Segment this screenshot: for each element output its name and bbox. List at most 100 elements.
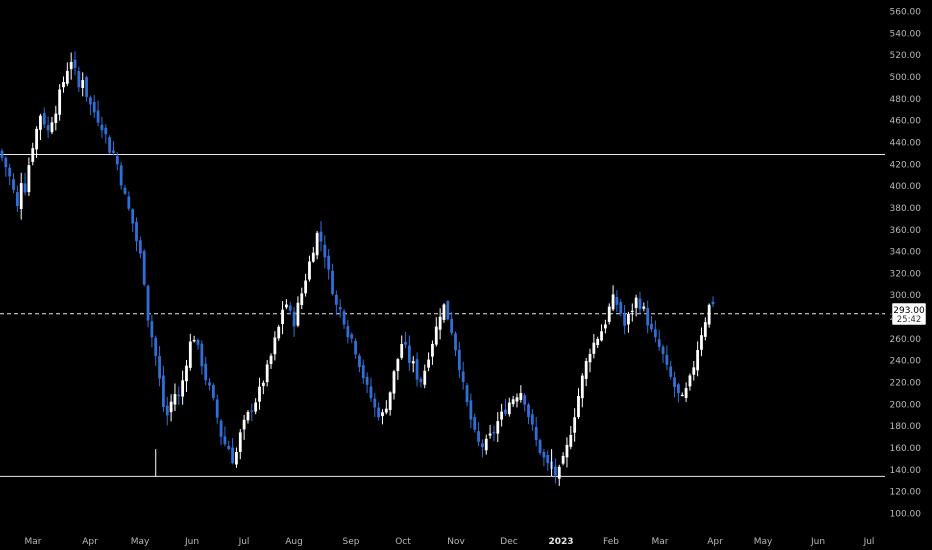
- candle[interactable]: [438, 308, 442, 340]
- candle[interactable]: [235, 447, 238, 468]
- candle[interactable]: [0, 148, 4, 162]
- candle[interactable]: [415, 352, 419, 387]
- candle[interactable]: [85, 75, 88, 102]
- candle[interactable]: [300, 287, 304, 310]
- candle[interactable]: [419, 376, 423, 388]
- candle[interactable]: [292, 307, 296, 338]
- candle[interactable]: [488, 424, 492, 439]
- candle[interactable]: [634, 294, 638, 317]
- candle[interactable]: [192, 335, 196, 343]
- candle[interactable]: [200, 340, 204, 375]
- candle[interactable]: [650, 315, 653, 332]
- candle[interactable]: [196, 338, 200, 350]
- candle[interactable]: [596, 336, 600, 348]
- candle[interactable]: [108, 135, 112, 154]
- candle[interactable]: [434, 317, 438, 347]
- candle[interactable]: [534, 416, 538, 447]
- candle[interactable]: [688, 373, 692, 391]
- candle[interactable]: [611, 285, 615, 312]
- candle[interactable]: [254, 398, 258, 415]
- candle[interactable]: [673, 371, 676, 398]
- candle[interactable]: [219, 419, 223, 446]
- candle[interactable]: [62, 76, 65, 93]
- candle[interactable]: [427, 352, 430, 372]
- candle[interactable]: [361, 359, 365, 385]
- candle[interactable]: [285, 299, 288, 310]
- candle[interactable]: [23, 172, 27, 196]
- candle[interactable]: [188, 333, 192, 371]
- candle[interactable]: [112, 141, 115, 156]
- candle[interactable]: [323, 235, 327, 269]
- candle[interactable]: [465, 382, 469, 407]
- candle[interactable]: [661, 344, 665, 363]
- candle[interactable]: [165, 396, 169, 426]
- candle[interactable]: [392, 369, 396, 400]
- candle[interactable]: [703, 317, 707, 341]
- candle[interactable]: [104, 124, 108, 144]
- candle[interactable]: [638, 291, 642, 314]
- candle[interactable]: [177, 386, 181, 405]
- candle[interactable]: [411, 356, 415, 373]
- candle[interactable]: [507, 397, 511, 417]
- candle[interactable]: [423, 364, 427, 389]
- candle[interactable]: [135, 217, 138, 252]
- candle[interactable]: [442, 303, 446, 323]
- candle[interactable]: [231, 438, 234, 465]
- candle[interactable]: [700, 327, 703, 357]
- candle[interactable]: [461, 361, 465, 390]
- candle[interactable]: [119, 161, 123, 190]
- candle[interactable]: [696, 341, 700, 377]
- candle[interactable]: [373, 393, 377, 418]
- candle[interactable]: [127, 191, 131, 211]
- candle[interactable]: [369, 377, 373, 402]
- candle[interactable]: [215, 394, 219, 424]
- candle[interactable]: [450, 311, 454, 336]
- candle[interactable]: [331, 263, 334, 296]
- candle[interactable]: [580, 373, 584, 408]
- candle[interactable]: [350, 332, 354, 344]
- candle[interactable]: [223, 426, 227, 447]
- candle[interactable]: [288, 302, 292, 315]
- candle[interactable]: [642, 302, 646, 312]
- candle[interactable]: [454, 331, 457, 357]
- candle[interactable]: [246, 410, 250, 424]
- candle[interactable]: [281, 301, 284, 335]
- candle[interactable]: [504, 398, 507, 416]
- candle[interactable]: [31, 142, 35, 166]
- candle[interactable]: [377, 402, 381, 421]
- candle[interactable]: [530, 409, 534, 431]
- candle[interactable]: [42, 107, 46, 128]
- candle[interactable]: [96, 100, 100, 127]
- candle[interactable]: [527, 402, 530, 425]
- candle[interactable]: [73, 51, 77, 76]
- candle[interactable]: [358, 353, 361, 373]
- candle[interactable]: [615, 290, 619, 313]
- candle[interactable]: [150, 314, 154, 348]
- candle[interactable]: [588, 348, 592, 373]
- candle[interactable]: [607, 303, 611, 325]
- candle[interactable]: [100, 116, 104, 139]
- candle[interactable]: [680, 392, 684, 397]
- candle[interactable]: [584, 357, 588, 387]
- candle[interactable]: [181, 370, 185, 405]
- candle[interactable]: [50, 116, 54, 135]
- candle[interactable]: [185, 359, 188, 393]
- candle[interactable]: [115, 152, 119, 171]
- candle[interactable]: [600, 324, 603, 342]
- candle[interactable]: [65, 62, 69, 87]
- candle[interactable]: [265, 360, 269, 387]
- candle[interactable]: [242, 414, 246, 440]
- candle[interactable]: [338, 299, 342, 318]
- candle[interactable]: [311, 247, 315, 263]
- candle[interactable]: [158, 346, 161, 387]
- candle[interactable]: [400, 335, 404, 360]
- candle[interactable]: [365, 372, 369, 394]
- candle[interactable]: [211, 383, 215, 401]
- candle[interactable]: [396, 357, 400, 380]
- candle[interactable]: [519, 385, 523, 403]
- candle[interactable]: [334, 290, 338, 316]
- candle[interactable]: [342, 308, 346, 329]
- candle[interactable]: [69, 52, 73, 80]
- candle[interactable]: [515, 393, 519, 408]
- candle[interactable]: [88, 95, 92, 116]
